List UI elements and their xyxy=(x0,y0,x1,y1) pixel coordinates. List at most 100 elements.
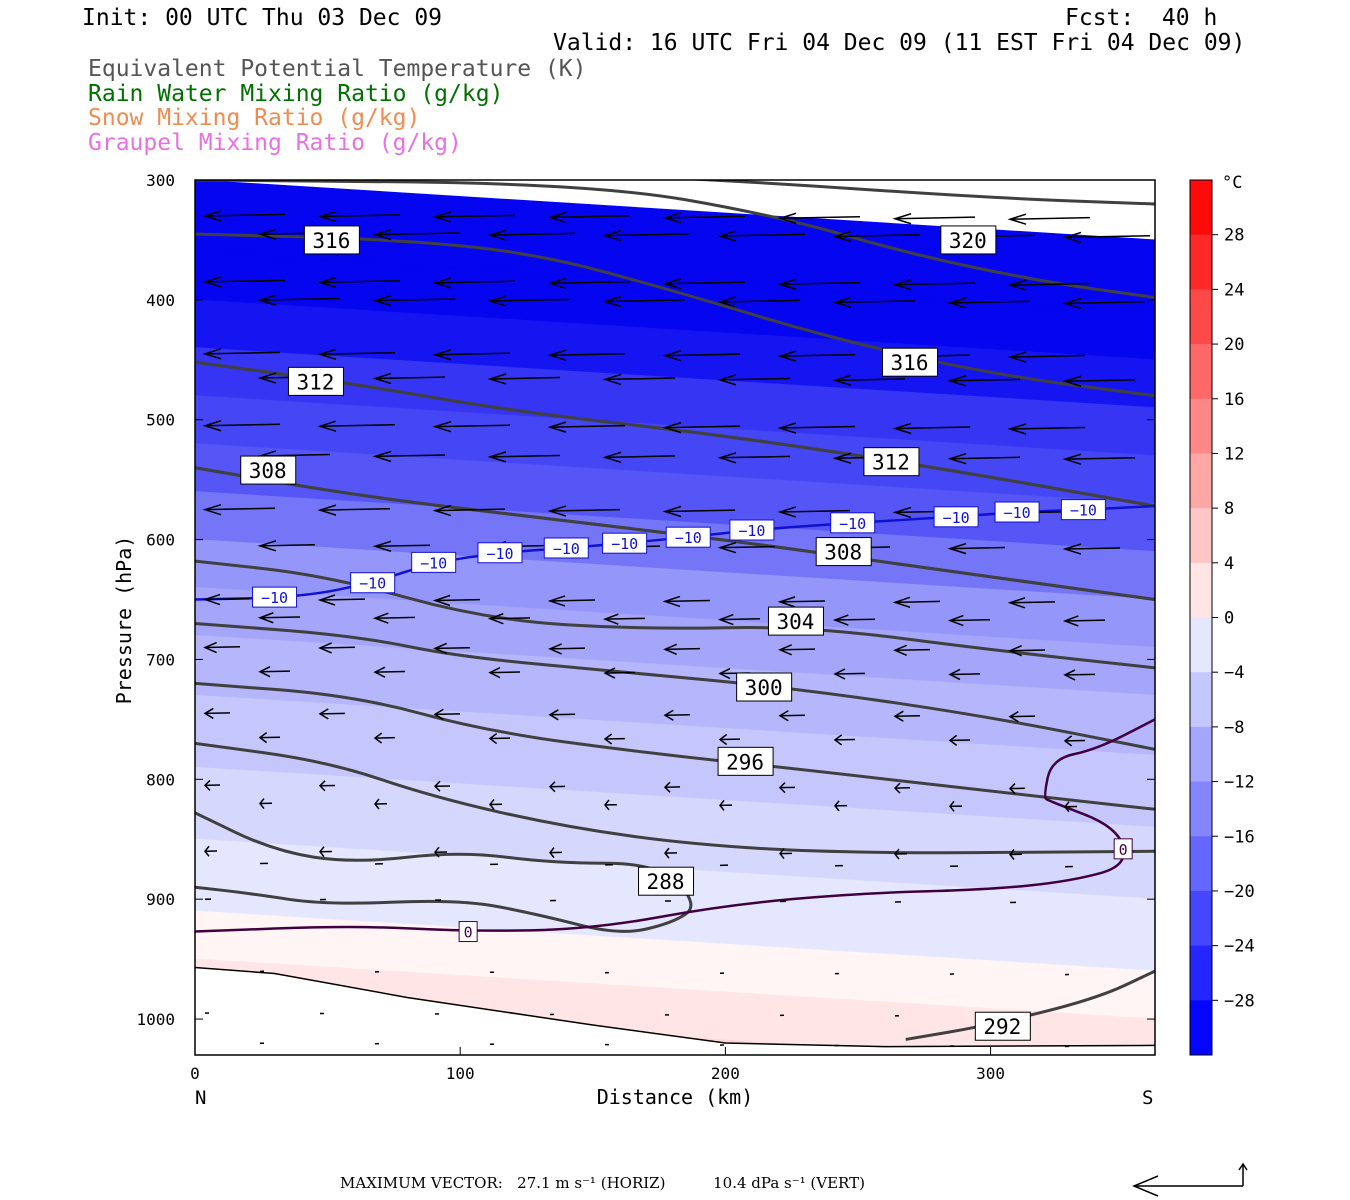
colorbar-swatch xyxy=(1190,180,1212,236)
wind-vector xyxy=(487,451,561,463)
wind-vector xyxy=(604,799,618,811)
theta-e-label: 288 xyxy=(638,866,695,896)
wind-vector xyxy=(548,781,566,793)
wind-vector xyxy=(549,847,563,859)
colorbar: 28 24 20 16 12 8 4 0 −4 −8 −12 −16 −20 −24 −28 xyxy=(1189,179,1255,1056)
wind-vector xyxy=(832,296,916,309)
wind-vector xyxy=(602,295,686,308)
wind-vector xyxy=(777,212,861,225)
isotherm-label-text: −10 xyxy=(553,540,580,558)
wind-vector xyxy=(717,374,791,386)
wind-vector xyxy=(432,349,511,361)
wind-vector xyxy=(203,641,241,654)
wind-vector xyxy=(202,276,286,288)
wind-vector xyxy=(832,374,906,387)
theta-e-label: 320 xyxy=(940,225,997,255)
isotherm-label-text: −10 xyxy=(839,515,866,533)
wind-vector xyxy=(778,710,806,722)
wind-vector xyxy=(433,708,461,720)
isotherm-label-text: −10 xyxy=(738,522,765,540)
wind-vector xyxy=(1007,423,1086,435)
wind-vector xyxy=(717,296,801,308)
theta-e-label-text: 312 xyxy=(872,451,910,475)
wind-vector xyxy=(257,540,316,552)
temperature-shading xyxy=(195,180,1155,1055)
wind-vector xyxy=(949,800,963,812)
wind-vector xyxy=(602,373,676,386)
wind-vector xyxy=(317,276,401,289)
wind-vector xyxy=(204,845,218,857)
wind-vector xyxy=(892,422,971,435)
theta-e-label: 312 xyxy=(287,366,344,396)
wind-vector xyxy=(318,708,346,720)
terrain-line xyxy=(195,966,1155,1048)
wind-vector xyxy=(202,503,276,516)
colorbar-swatch xyxy=(1190,289,1212,345)
colorbar-tick-label: −8 xyxy=(1224,718,1244,738)
theta-e-line xyxy=(684,180,1155,206)
isotherm-label-text: 0 xyxy=(464,924,473,942)
wind-vector xyxy=(1009,849,1023,860)
wind-vector xyxy=(547,349,626,361)
colorbar-unit: °C xyxy=(1222,173,1242,193)
temp-band xyxy=(195,958,1155,1055)
colorbar-swatch xyxy=(1190,617,1212,673)
terrain-mask xyxy=(195,967,1155,1055)
temp-band xyxy=(195,443,1155,553)
wind-vector xyxy=(487,373,561,385)
y-tick-label: 600 xyxy=(146,531,175,550)
isotherm-label: −10 xyxy=(477,542,523,564)
wind-vector xyxy=(662,421,741,434)
wind-vector xyxy=(1007,279,1091,291)
wind-vector xyxy=(202,210,286,222)
wind-vector xyxy=(372,540,431,553)
wind-vector xyxy=(317,348,396,361)
max-vector-label: MAXIMUM VECTOR: xyxy=(340,1174,503,1192)
theta-e-label-text: 316 xyxy=(312,229,350,253)
theta-e-label-text: 320 xyxy=(949,229,987,253)
field-legend-graupel: Graupel Mixing Ratio (g/kg) xyxy=(88,130,462,156)
temp-band xyxy=(195,180,1155,313)
wind-vector xyxy=(1063,669,1096,681)
wind-vector xyxy=(893,710,921,722)
max-vector-vert: 10.4 dPa s⁻¹ (VERT) xyxy=(713,1174,865,1192)
wind-vector xyxy=(373,666,406,678)
wind-vector xyxy=(372,612,416,624)
colorbar-swatch xyxy=(1190,508,1212,564)
isotherm-label: −10 xyxy=(350,572,396,594)
theta-e-label-text: 308 xyxy=(824,541,862,565)
wind-vector xyxy=(662,212,746,224)
x-tick-label: 200 xyxy=(711,1064,740,1083)
wind-vector xyxy=(432,504,506,517)
x-axis-label: Distance (km) xyxy=(597,1085,754,1109)
cross-section-chart: 320316316312312308308304300296288292−10−… xyxy=(112,171,1255,1109)
wind-vector xyxy=(1062,297,1146,310)
temp-band xyxy=(195,838,1155,972)
wind-vector xyxy=(717,230,806,242)
isotherm-label-text: −10 xyxy=(1070,502,1097,520)
wind-vector xyxy=(602,229,691,242)
wind-vector xyxy=(894,848,908,860)
wind-vector xyxy=(717,613,761,626)
wind-vector xyxy=(778,782,796,794)
wind-vector xyxy=(257,294,341,306)
wind-vector xyxy=(947,542,1006,555)
wind-vector xyxy=(603,667,636,679)
y-tick-label: 900 xyxy=(146,890,175,909)
wind-vector xyxy=(777,596,826,608)
x-tick-label: 0 xyxy=(190,1064,200,1083)
wind-vector xyxy=(547,421,626,433)
isotherm-label: −10 xyxy=(665,526,711,548)
theta-e-line xyxy=(195,741,1155,855)
wind-vector xyxy=(258,732,281,744)
wind-vector xyxy=(318,780,336,792)
theta-e-line xyxy=(195,621,1155,751)
wind-vector xyxy=(434,846,448,858)
wind-vector xyxy=(947,452,1021,465)
wind-vector xyxy=(1062,543,1121,555)
wind-vector xyxy=(947,614,991,627)
wind-vector xyxy=(834,800,848,812)
theta-e-label: 316 xyxy=(882,347,939,377)
wind-vector xyxy=(548,709,576,721)
wind-vector xyxy=(202,348,281,360)
